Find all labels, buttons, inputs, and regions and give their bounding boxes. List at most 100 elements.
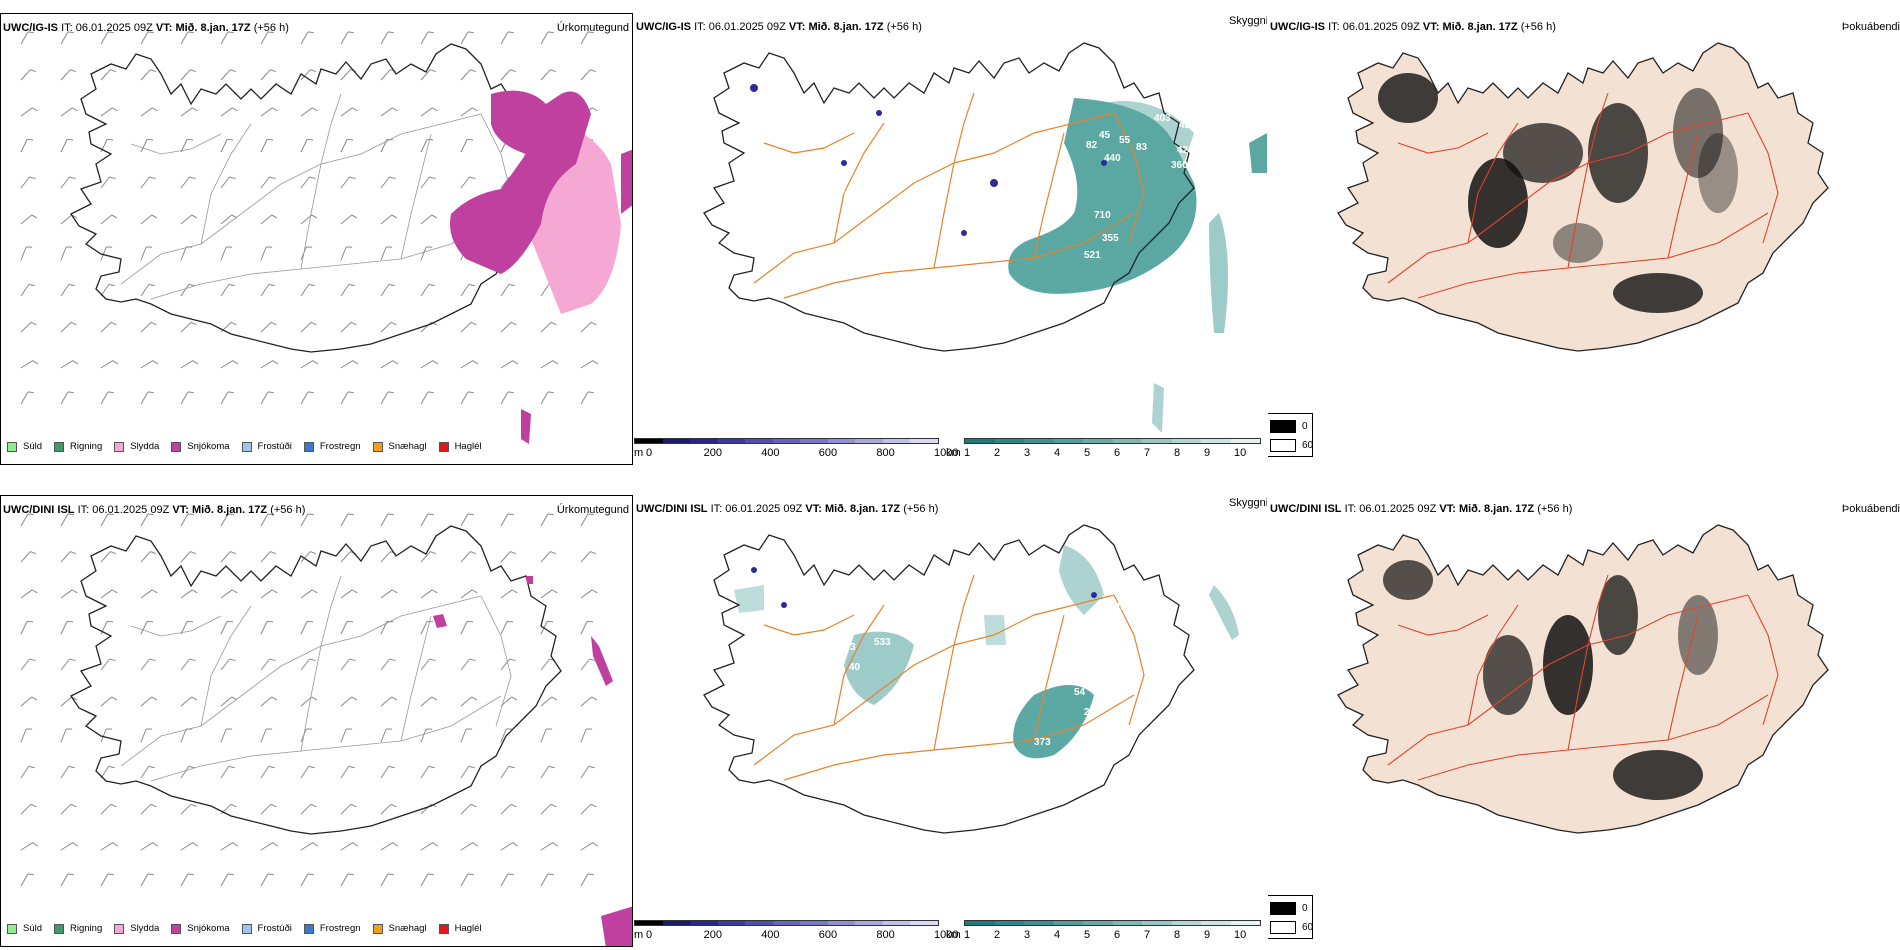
colorbar-tick: 8 (1174, 447, 1181, 459)
legend-swatch (372, 923, 383, 934)
legend-label: Haglél (454, 923, 482, 934)
legend-swatch (114, 441, 125, 452)
colorbar-tick: 400 (761, 929, 780, 941)
fog-legend-dark-label: 0 (1302, 421, 1308, 432)
ceiling-unit: m (634, 929, 644, 941)
it-value: 06.01.2025 09Z (92, 504, 170, 516)
legend-item: Slydda (114, 441, 159, 452)
snow-area (450, 90, 632, 444)
legend-item: Snæhagl (372, 923, 427, 934)
vt-value: Mið. 8.jan. 17Z (1442, 21, 1518, 33)
legend-item: Frostúði (241, 923, 292, 934)
legend-item: Snæhagl (372, 441, 427, 452)
colorbar-segment (1024, 439, 1054, 443)
panel-header: UWC/IG-IS IT: 06.01.2025 09Z VT: Mið. 8.… (3, 22, 289, 35)
legend-swatch (303, 923, 314, 934)
legend-label: Slydda (130, 441, 160, 452)
colorbar-tick: 200 (703, 929, 722, 941)
model-name: UWC/DINI ISL (3, 504, 75, 516)
colorbar-tick: 800 (876, 447, 895, 459)
lead-time: (+56 h) (903, 503, 939, 515)
ceiling-label: 54 (1074, 687, 1086, 698)
ceiling-label: 373 (1034, 737, 1051, 748)
legend-swatch (7, 923, 17, 934)
legend-swatch (114, 923, 125, 934)
colorbar-segment (827, 439, 856, 443)
legend-item: Rigning (54, 923, 102, 934)
legend-swatch (372, 441, 383, 452)
colorbar-segment (745, 439, 773, 443)
it-label: IT: (710, 503, 723, 515)
visibility-unit: km (946, 447, 961, 459)
fog-legend: 0 60 (1268, 413, 1313, 457)
colorbar-segment (1112, 439, 1142, 443)
legend-swatch (303, 441, 314, 452)
colorbar-segment (717, 921, 746, 925)
colorbar-tick: 0 (646, 447, 653, 459)
visibility-colorbar (964, 438, 1261, 444)
colorbar-tick: 2 (994, 929, 1001, 941)
colorbar-segment (1201, 439, 1231, 443)
colorbar-tick: 1 (964, 929, 971, 941)
iceland-outline (70, 43, 562, 353)
ceiling-patches (750, 84, 1107, 236)
fog-map (1337, 524, 1829, 834)
road-lines (1387, 574, 1779, 781)
ceiling-label: 83 (1136, 142, 1148, 153)
visibility-unit: km (946, 929, 961, 941)
colorbar-segment (882, 439, 911, 443)
legend-item: Frostregn (303, 923, 361, 934)
colorbar-tick: 10 (1234, 929, 1247, 941)
legend-label: Súld (23, 441, 43, 452)
colorbar-segment (635, 439, 663, 443)
legend-swatch (54, 923, 65, 934)
fog-legend-light (1270, 921, 1296, 934)
colorbar-segment (1201, 921, 1231, 925)
vt-value: Mið. 8.jan. 17Z (175, 22, 251, 34)
fog-legend-light-label: 60 (1302, 922, 1314, 933)
ceiling-label: 82 (1086, 140, 1098, 151)
legend-label: Snæhagl (388, 923, 427, 934)
legend-swatch (7, 441, 17, 452)
legend-label: Súld (23, 923, 43, 934)
it-value: 06.01.2025 09Z (75, 22, 153, 34)
model-name: UWC/IG-IS (636, 21, 691, 33)
ceiling-label: 120 (1109, 602, 1126, 613)
colorbar-segment (690, 439, 718, 443)
colorbar-segment (1112, 921, 1142, 925)
colorbar-segment (1230, 439, 1260, 443)
it-value: 06.01.2025 09Z (1359, 503, 1437, 515)
precip-map (20, 513, 632, 946)
precip-map (20, 31, 632, 444)
colorbar-tick: 6 (1114, 929, 1121, 941)
legend-label: Slydda (130, 923, 160, 934)
legend-label: Rigning (70, 441, 103, 452)
colorbar-tick: 7 (1144, 929, 1151, 941)
panel-header: UWC/IG-IS IT: 06.01.2025 09Z VT: Mið. 8.… (636, 21, 922, 34)
colorbar-tick: 400 (761, 447, 780, 459)
colorbar-tick: 2 (994, 447, 1001, 459)
legend-item: Frostúði (241, 441, 292, 452)
visibility-fill (1008, 98, 1267, 433)
ceiling-label: 423 (1177, 145, 1194, 156)
fog-legend-light (1270, 439, 1296, 452)
colorbar-segment (994, 921, 1024, 925)
legend-label: Frostregn (319, 441, 361, 452)
colorbar-tick: 7 (1144, 447, 1151, 459)
param-name: Þokuábendi (1841, 503, 1900, 515)
it-label: IT: (77, 504, 90, 516)
legend-swatch (438, 923, 449, 934)
colorbar-segment (965, 439, 995, 443)
legend-swatch (171, 441, 182, 452)
colorbar-tick: 800 (876, 929, 895, 941)
vt-label: VT: (155, 22, 173, 34)
legend-item: Rigning (54, 441, 102, 452)
it-value: 06.01.2025 09Z (1342, 21, 1420, 33)
road-lines (1387, 92, 1779, 299)
fog-legend-dark (1270, 420, 1296, 433)
fog-legend-dark-label: 0 (1302, 903, 1308, 914)
ceiling-label: 440 (1104, 153, 1121, 164)
it-label: IT: (694, 21, 706, 33)
colorbar-segment (690, 921, 718, 925)
ceiling-label: 45 (1109, 587, 1121, 598)
